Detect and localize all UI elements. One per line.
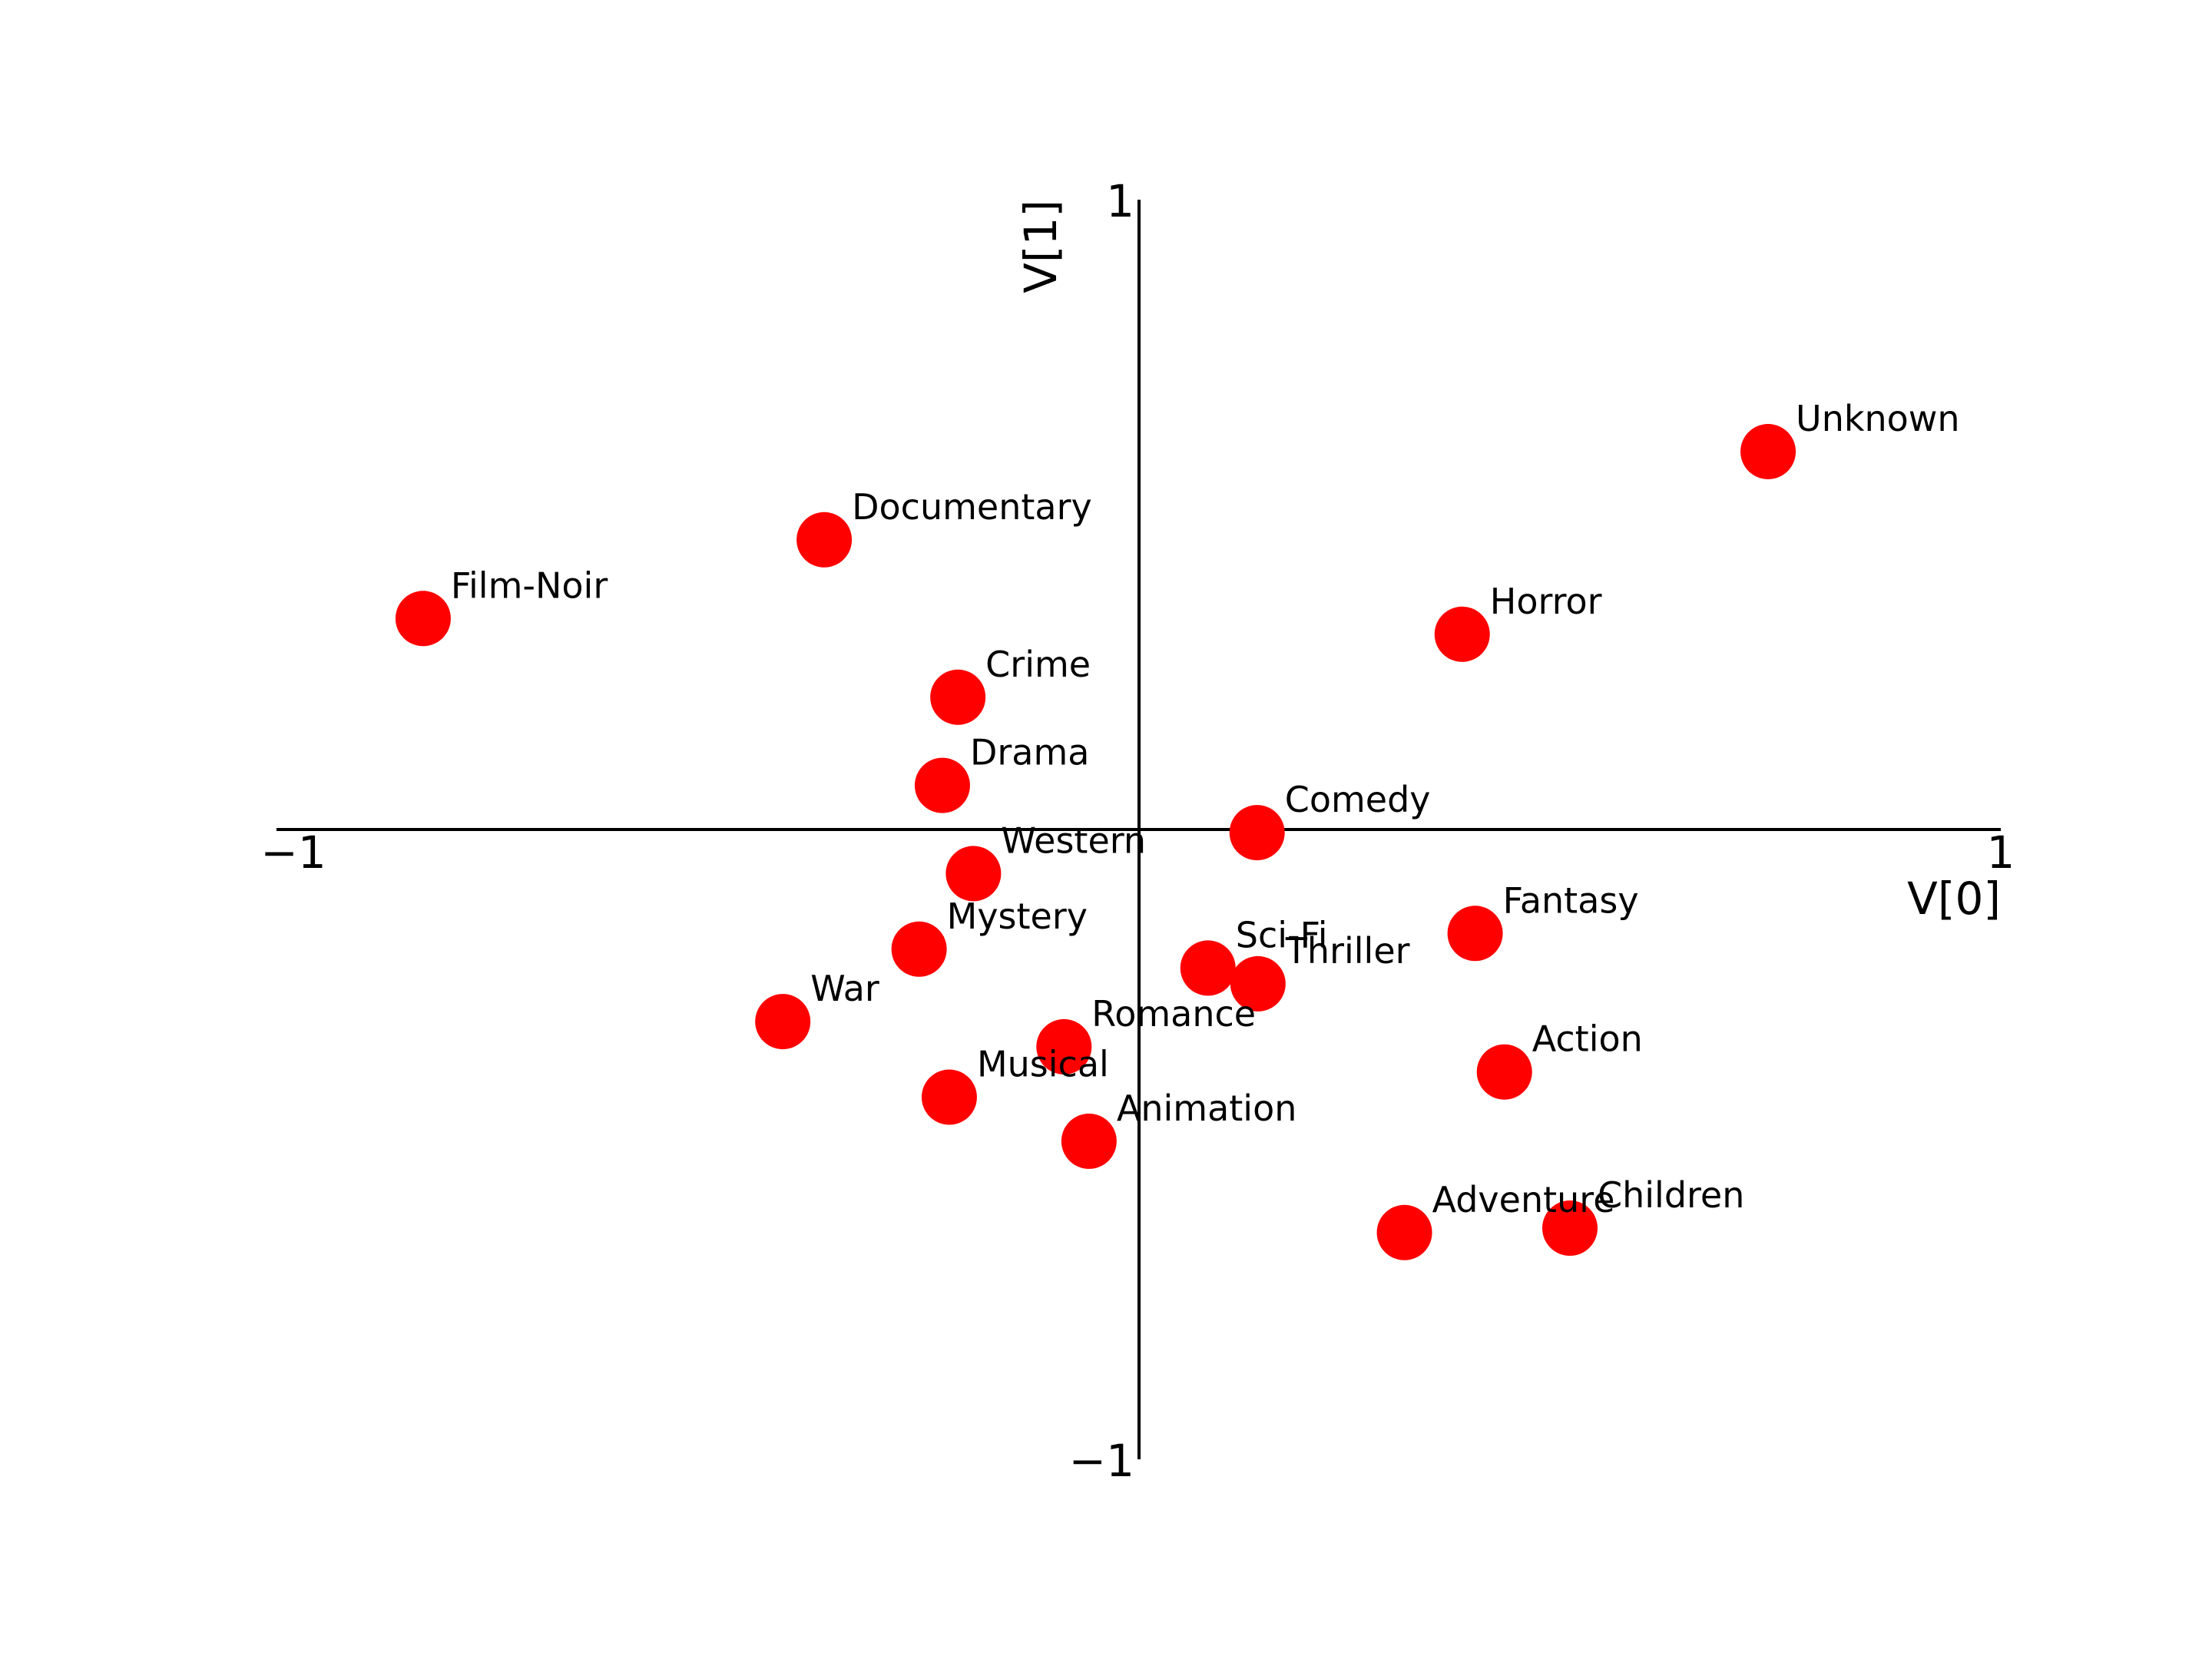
scatter-point [921, 1069, 977, 1125]
scatter-point [1229, 805, 1285, 861]
x-tick-label-min: −1 [260, 826, 326, 879]
point-label: Adventure [1432, 1179, 1615, 1220]
point-label: Comedy [1285, 779, 1431, 820]
point-label: Children [1598, 1174, 1744, 1216]
scatter-point [755, 994, 811, 1050]
point-labels: Unknown Documentary Film-Noir Horror Crime Dr… [451, 398, 1960, 1220]
scatter-point [1740, 424, 1796, 479]
scatter-points [395, 424, 1796, 1260]
scatter-point [395, 591, 451, 647]
point-label: War [810, 968, 879, 1009]
y-tick-label-min: −1 [1069, 1435, 1135, 1487]
scatter-point [1376, 1204, 1432, 1260]
point-label: Western [1001, 820, 1146, 861]
point-label: Drama [970, 732, 1090, 773]
scatter-point [891, 921, 947, 977]
scatter-point [1434, 606, 1490, 662]
scatter-point [1036, 1018, 1092, 1075]
y-axis-label: V[1] [1015, 200, 1067, 293]
scatter-point [796, 512, 853, 568]
x-tick-label-max: 1 [1987, 826, 2015, 879]
point-label: Mystery [947, 896, 1088, 937]
scatter-point [930, 669, 986, 725]
x-axis-label: V[0] [1907, 873, 2001, 925]
scatter-point [945, 846, 1002, 902]
point-label: Documentary [852, 486, 1092, 528]
point-label: Sci-Fi [1236, 914, 1328, 955]
point-label: Film-Noir [451, 565, 608, 606]
point-label: Horror [1490, 581, 1602, 622]
point-label: Thriller [1285, 930, 1410, 972]
point-label: Unknown [1796, 398, 1960, 439]
y-tick-label-max: 1 [1106, 175, 1134, 227]
point-label: Animation [1117, 1088, 1297, 1129]
scatter-point [1180, 940, 1236, 996]
scatter-point [1230, 955, 1286, 1012]
point-label: Crime [985, 644, 1091, 685]
scatter-point [1061, 1113, 1117, 1169]
scatter-point [1476, 1044, 1532, 1100]
point-label: Musical [977, 1044, 1109, 1085]
point-label: Action [1532, 1018, 1643, 1060]
point-label: Fantasy [1503, 879, 1639, 921]
scatter-point [1447, 906, 1503, 962]
scatter-point [914, 757, 970, 813]
point-label: Romance [1091, 993, 1256, 1035]
scatter-point [1542, 1200, 1598, 1257]
